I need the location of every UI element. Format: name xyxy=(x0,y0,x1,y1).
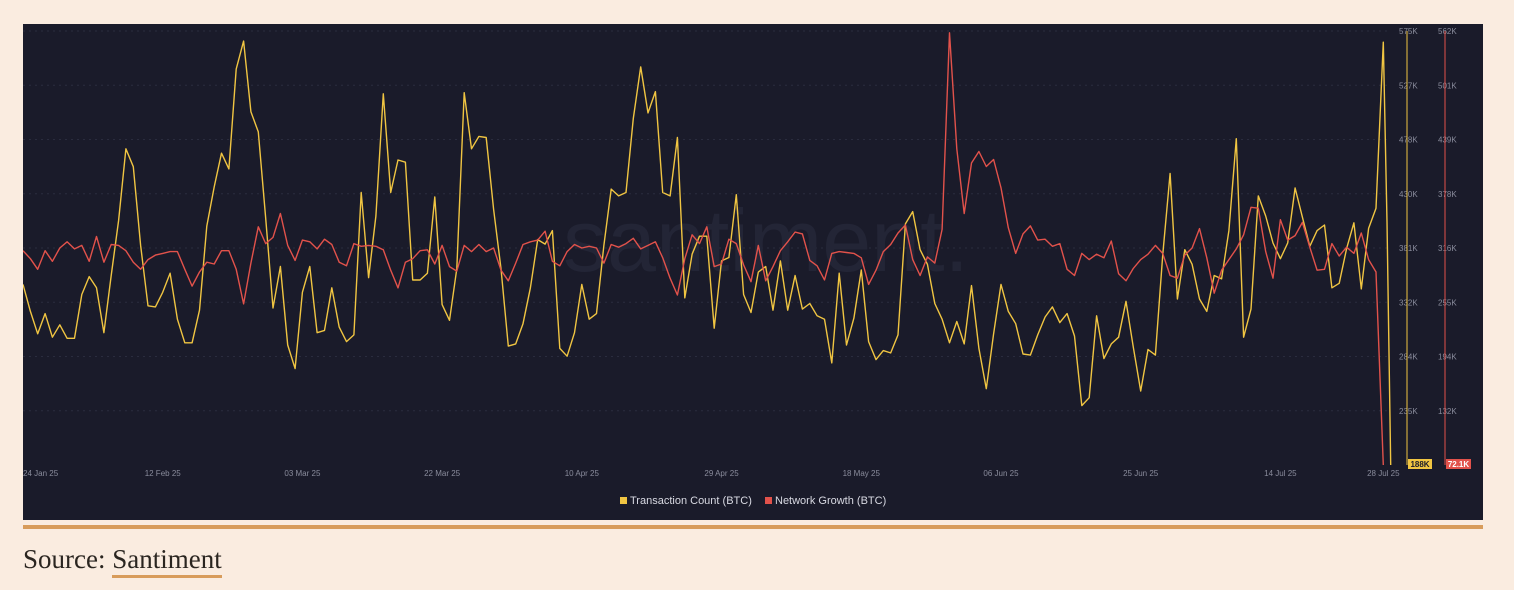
x-tick-label: 03 Mar 25 xyxy=(284,469,321,478)
legend-swatch-transaction-count xyxy=(620,497,627,504)
x-tick-label: 14 Jul 25 xyxy=(1264,469,1297,478)
legend-swatch-network-growth xyxy=(765,497,772,504)
y-right-tick-label: 501K xyxy=(1438,81,1457,90)
x-tick-label: 12 Feb 25 xyxy=(145,469,182,478)
legend-label-transaction-count[interactable]: Transaction Count (BTC) xyxy=(630,495,752,507)
legend-label-network-growth[interactable]: Network Growth (BTC) xyxy=(775,495,886,507)
y-left-tick-label: 235K xyxy=(1399,407,1418,416)
y-right-tick-label: 378K xyxy=(1438,190,1457,199)
chart-panel: santiment. 575K 562K 527K 501K 478K 439K 430K 3… xyxy=(23,24,1483,520)
y-left-tick-label: 430K xyxy=(1399,190,1418,199)
y-left-tick-label: 527K xyxy=(1399,81,1418,90)
y-right-tick-label: 194K xyxy=(1438,353,1457,362)
y-left-tick-label: 381K xyxy=(1399,244,1418,253)
source-prefix: Source: xyxy=(23,544,106,574)
series-line-transaction-count xyxy=(23,40,1392,466)
x-tick-label: 10 Apr 25 xyxy=(565,469,600,478)
x-tick-label: 25 Jun 25 xyxy=(1123,469,1159,478)
source-link[interactable]: Santiment xyxy=(112,544,222,578)
accent-rule xyxy=(23,525,1483,529)
x-tick-label: 29 Apr 25 xyxy=(704,469,739,478)
x-tick-label: 24 Jan 25 xyxy=(23,469,59,478)
x-tick-label: 18 May 25 xyxy=(843,469,881,478)
series-layer xyxy=(23,32,1392,466)
y-right-tick-label: 562K xyxy=(1438,27,1457,36)
y-right-tick-label: 132K xyxy=(1438,407,1457,416)
last-value-text-network-growth: 72.1K xyxy=(1448,460,1470,469)
series-line-network-growth xyxy=(23,32,1384,466)
last-value-badge-network-growth xyxy=(1446,459,1471,469)
x-tick-label: 06 Jun 25 xyxy=(983,469,1019,478)
axis-layer: 575K 562K 527K 501K 478K 439K 430K 378K 381K 316K… xyxy=(23,27,1471,478)
y-right-tick-label: 439K xyxy=(1438,136,1457,145)
last-value-badge-transaction-count xyxy=(1408,459,1432,469)
last-value-text-transaction-count: 188K xyxy=(1410,460,1429,469)
x-tick-label: 28 Jul 25 xyxy=(1367,469,1400,478)
y-right-tick-label: 316K xyxy=(1438,244,1457,253)
y-left-tick-label: 284K xyxy=(1399,353,1418,362)
y-left-tick-label: 575K xyxy=(1399,27,1418,36)
source-line: Source: Santiment xyxy=(23,544,222,578)
x-tick-label: 22 Mar 25 xyxy=(424,469,461,478)
y-right-tick-label: 255K xyxy=(1438,298,1457,307)
y-left-tick-label: 332K xyxy=(1399,298,1418,307)
y-left-tick-label: 478K xyxy=(1399,136,1418,145)
legend[interactable]: Transaction Count (BTC) Network Growth (… xyxy=(620,495,886,507)
